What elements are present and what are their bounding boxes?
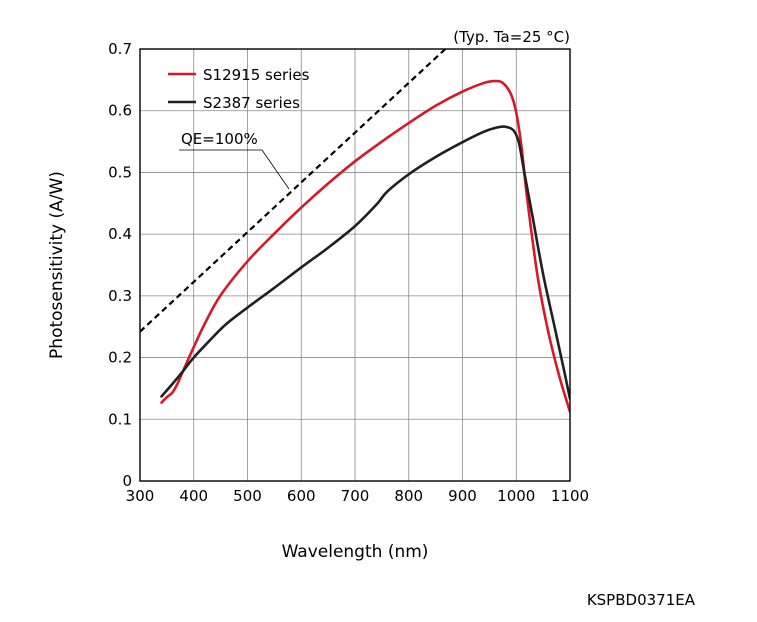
qe-annotation: QE=100% [179,130,290,190]
y-tick-label-0: 0 [122,472,132,490]
condition-note: (Typ. Ta=25 °C) [453,28,570,46]
y-tick-labels: 0 0.1 0.2 0.3 0.4 0.5 0.6 0.7 [108,40,132,490]
qe-100-reference-line [140,49,447,333]
y-tick-label-0.2: 0.2 [108,349,132,367]
figure-code: KSPBD0371EA [587,591,696,609]
x-tick-label-600: 600 [287,487,316,505]
qe-label: QE=100% [181,130,258,148]
y-tick-label-0.7: 0.7 [108,40,132,58]
x-tick-label-400: 400 [179,487,208,505]
y-axis-title: Photosensitivity (A/W) [47,171,67,359]
x-tick-label-500: 500 [233,487,262,505]
series-line-s2387 [160,125,570,401]
y-tick-label-0.1: 0.1 [108,410,132,428]
x-tick-labels: 300 400 500 600 700 800 900 1000 1100 [126,487,589,505]
legend: S12915 series S2387 series [168,66,310,112]
x-tick-label-1100: 1100 [551,487,589,505]
y-tick-label-0.5: 0.5 [108,163,132,181]
x-tick-label-300: 300 [126,487,155,505]
y-tick-label-0.4: 0.4 [108,225,132,243]
x-tick-label-700: 700 [341,487,370,505]
x-tick-label-800: 800 [394,487,423,505]
legend-label-s2387: S2387 series [203,94,300,112]
plot-frame [139,48,571,482]
y-tick-label-0.6: 0.6 [108,102,132,120]
x-tick-label-900: 900 [448,487,477,505]
y-tick-label-0.3: 0.3 [108,287,132,305]
legend-label-s12915: S12915 series [203,66,310,84]
x-axis-title: Wavelength (nm) [282,542,429,562]
qe-leader-line [261,149,290,190]
grid-lines [139,48,571,482]
x-tick-label-1000: 1000 [497,487,535,505]
